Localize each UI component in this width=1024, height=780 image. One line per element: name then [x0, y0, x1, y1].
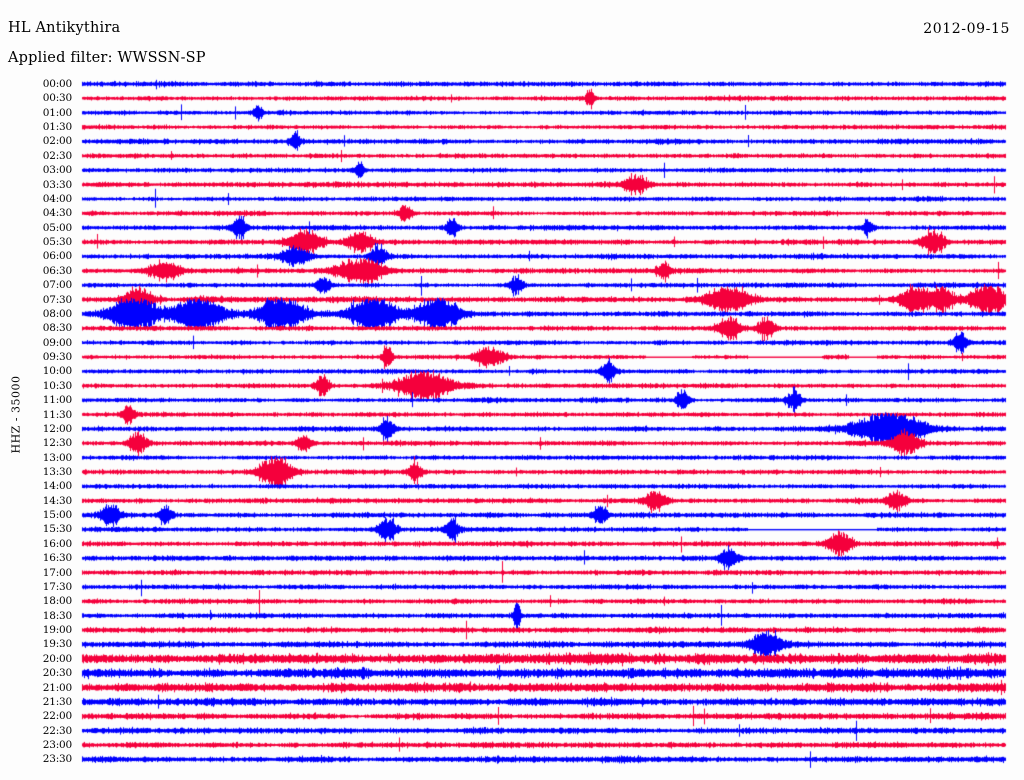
time-label: 07:00 [42, 279, 72, 292]
time-label: 00:30 [42, 92, 72, 105]
time-label: 03:30 [42, 178, 72, 191]
time-label: 04:30 [42, 207, 72, 220]
time-label: 21:00 [42, 681, 72, 694]
time-label: 17:00 [42, 566, 72, 579]
time-label: 23:30 [42, 753, 72, 766]
time-label: 17:30 [42, 580, 72, 593]
time-label: 19:30 [42, 638, 72, 651]
time-label: 05:30 [42, 236, 72, 249]
time-label: 02:30 [42, 149, 72, 162]
time-label: 11:30 [42, 408, 72, 421]
time-label: 14:00 [42, 480, 72, 493]
seismogram-plot: 00:00 00:30 01:00 01:30 02:00 02:30 03:00 03:30… [0, 78, 1024, 778]
time-label: 05:00 [42, 221, 72, 234]
time-label: 15:00 [42, 509, 72, 522]
time-label: 11:00 [42, 394, 72, 407]
time-label: 12:30 [42, 437, 72, 450]
time-label: 13:30 [42, 465, 72, 478]
time-label: 09:30 [42, 351, 72, 364]
time-label: 21:30 [42, 695, 72, 708]
applied-filter-label: Applied filter: WWSSN-SP [8, 50, 206, 66]
time-label: 03:00 [42, 164, 72, 177]
time-label: 23:00 [42, 739, 72, 752]
time-label: 19:00 [42, 624, 72, 637]
time-label: 18:00 [42, 595, 72, 608]
time-label: 16:00 [42, 537, 72, 550]
time-label: 00:00 [42, 78, 72, 90]
time-label: 07:30 [42, 293, 72, 306]
time-label: 02:00 [42, 135, 72, 148]
time-label: 06:30 [42, 264, 72, 277]
time-label: 08:00 [42, 307, 72, 320]
page-title: HL Antikythira [8, 20, 121, 36]
seismic-trace-canvas [0, 78, 1024, 778]
time-label: 04:00 [42, 192, 72, 205]
time-label: 20:00 [42, 652, 72, 665]
record-date: 2012-09-15 [923, 21, 1010, 37]
time-label: 01:30 [42, 121, 72, 134]
time-label: 01:00 [42, 106, 72, 119]
time-label: 18:30 [42, 609, 72, 622]
time-label: 20:30 [42, 667, 72, 680]
time-label: 13:00 [42, 451, 72, 464]
time-label: 15:30 [42, 523, 72, 536]
time-label: 14:30 [42, 494, 72, 507]
time-label: 16:30 [42, 552, 72, 565]
time-label: 22:30 [42, 724, 72, 737]
time-label: 10:00 [42, 365, 72, 378]
time-label: 06:00 [42, 250, 72, 263]
time-label: 08:30 [42, 322, 72, 335]
time-axis-labels: 00:00 00:30 01:00 01:30 02:00 02:30 03:00 03:30… [0, 78, 80, 778]
time-label: 09:00 [42, 336, 72, 349]
time-label: 12:00 [42, 422, 72, 435]
time-label: 10:30 [42, 379, 72, 392]
y-axis-label: HHZ - 35000 [9, 375, 23, 454]
time-label: 22:00 [42, 710, 72, 723]
